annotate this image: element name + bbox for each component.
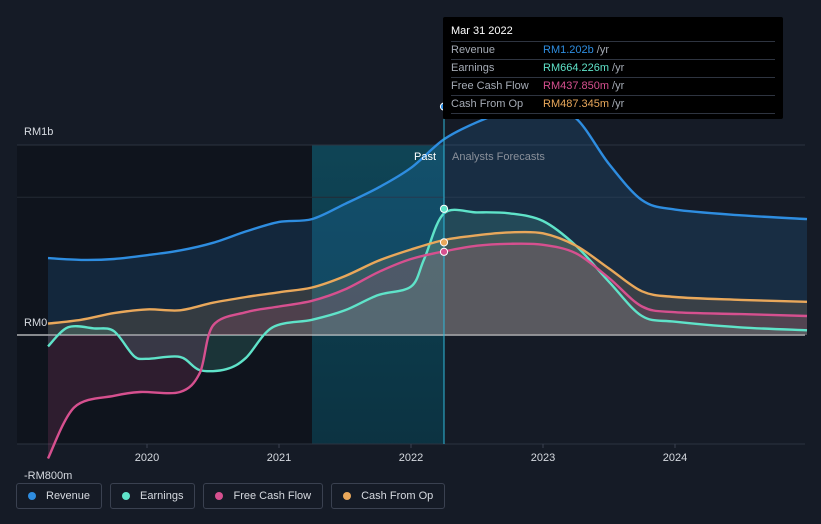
past-label: Past xyxy=(414,151,436,163)
legend-label: Cash From Op xyxy=(361,490,434,502)
tooltip-label: Cash From Op xyxy=(451,98,524,110)
tooltip-date: Mar 31 2022 xyxy=(451,23,775,42)
tooltip-value: RM1.202b xyxy=(543,44,594,56)
area-cash-from-op xyxy=(48,231,807,335)
line-free-cash-flow xyxy=(46,242,808,460)
x-tick-label: 2023 xyxy=(531,452,555,464)
legend-dot-icon xyxy=(122,492,131,500)
line-cash-from-op xyxy=(47,230,808,325)
tooltip-label: Revenue xyxy=(451,44,496,56)
legend-item-earnings[interactable]: Earnings xyxy=(110,483,196,509)
legend-dot-icon xyxy=(215,492,224,500)
tooltip-value: RM664.226m xyxy=(543,62,610,74)
legend-item-revenue[interactable]: Revenue xyxy=(16,483,103,509)
legend: Revenue Earnings Free Cash Flow Cash Fro… xyxy=(16,483,446,509)
x-tick-label: 2021 xyxy=(267,452,291,464)
point-free-cash-flow xyxy=(439,247,449,256)
x-tick-label: 2022 xyxy=(399,452,423,464)
legend-dot-icon xyxy=(28,492,36,500)
tooltip-unit: /yr xyxy=(596,44,609,56)
legend-label: Free Cash Flow xyxy=(233,490,312,502)
tooltip-value: RM437.850m xyxy=(543,80,610,92)
legend-label: Revenue xyxy=(46,490,91,502)
forecast-label: Analysts Forecasts xyxy=(452,151,545,163)
line-revenue xyxy=(47,105,808,262)
tooltip-unit: /yr xyxy=(612,80,625,92)
point-earnings xyxy=(439,204,449,213)
legend-label: Earnings xyxy=(140,490,184,502)
x-tick-label: 2024 xyxy=(663,452,687,464)
tooltip: Mar 31 2022 Revenue RM1.202b /yr Earning… xyxy=(443,17,783,119)
tooltip-label: Earnings xyxy=(451,62,495,74)
tooltip-row-revenue: Revenue RM1.202b /yr xyxy=(451,42,775,60)
point-cash-from-op xyxy=(439,238,449,247)
legend-item-cash-from-op[interactable]: Cash From Op xyxy=(331,483,446,509)
tooltip-unit: /yr xyxy=(612,62,625,74)
tooltip-unit: /yr xyxy=(612,98,625,110)
tooltip-label: Free Cash Flow xyxy=(451,80,529,92)
y-tick-label: -RM800m xyxy=(24,470,72,482)
tooltip-row-cash-from-op: Cash From Op RM487.345m /yr xyxy=(451,96,775,114)
area-revenue xyxy=(48,106,807,335)
tooltip-value: RM487.345m xyxy=(543,98,610,110)
area-free-cash-flow xyxy=(48,243,807,459)
tooltip-row-free-cash-flow: Free Cash Flow RM437.850m /yr xyxy=(451,78,775,96)
line-earnings xyxy=(47,208,808,373)
y-tick-label: RM0 xyxy=(24,317,47,329)
x-tick-label: 2020 xyxy=(135,452,159,464)
y-tick-label: RM1b xyxy=(24,126,53,138)
legend-dot-icon xyxy=(343,492,352,500)
legend-item-free-cash-flow[interactable]: Free Cash Flow xyxy=(203,483,324,509)
area-earnings xyxy=(48,209,807,372)
tooltip-row-earnings: Earnings RM664.226m /yr xyxy=(451,60,775,78)
